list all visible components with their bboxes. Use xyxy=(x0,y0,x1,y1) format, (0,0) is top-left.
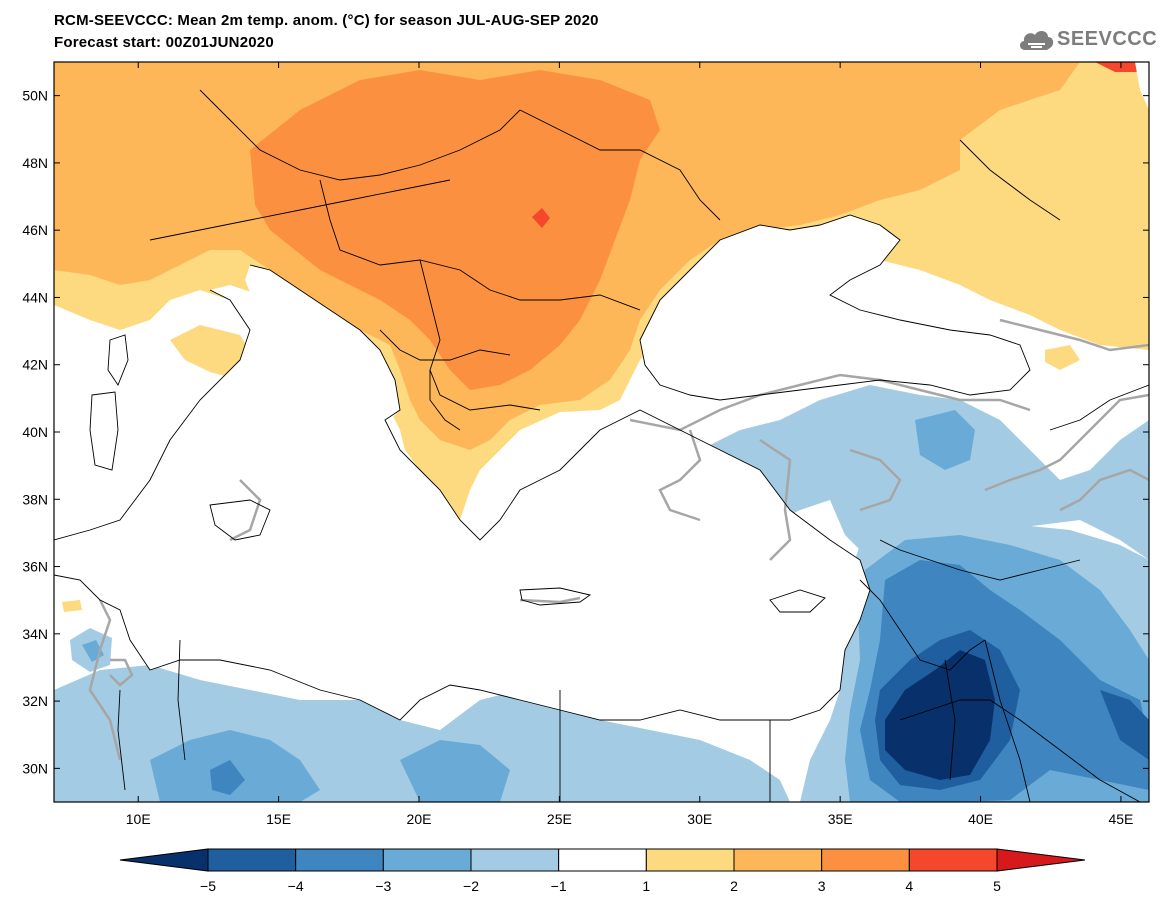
lat-tick-label: 44N xyxy=(22,289,48,305)
lat-tick-label: 48N xyxy=(22,155,48,171)
warm-anomaly-1to2 xyxy=(62,600,82,612)
colorbar-bin xyxy=(733,848,823,872)
colorbar-bin xyxy=(382,848,472,872)
colorbar-label: −2 xyxy=(463,878,479,894)
lat-tick-label: 32N xyxy=(22,693,48,709)
cool-anomaly-3to4 xyxy=(210,760,245,795)
lat-tick-label: 38N xyxy=(22,491,48,507)
colorbar-label: 2 xyxy=(730,878,738,894)
colorbar-bin xyxy=(470,848,560,872)
forecast-start-label: Forecast start: 00Z01JUN2020 xyxy=(54,34,274,51)
colorbar-bin xyxy=(558,848,647,872)
colorbar-low-end xyxy=(119,848,209,872)
colorbar-label: 3 xyxy=(818,878,826,894)
coastlines-and-borders xyxy=(54,89,1149,802)
cool-anomaly-2to3 xyxy=(915,410,975,470)
lat-tick-label: 40N xyxy=(22,424,48,440)
lon-tick-label: 20E xyxy=(407,811,432,827)
longitude-axis: 10E 15E 20E 25E 30E 35E 40E 45E xyxy=(126,62,1133,827)
lon-tick-label: 10E xyxy=(126,811,151,827)
logo-text: SEEVCCC xyxy=(1057,28,1158,50)
warm-anomaly-3to4 xyxy=(250,70,660,390)
warm-anomaly-4to5 xyxy=(532,208,550,228)
lon-tick-label: 40E xyxy=(968,811,993,827)
colorbar-bin xyxy=(821,848,910,872)
colorbar-label: −1 xyxy=(551,878,567,894)
zero-anomaly-contours xyxy=(88,318,1149,761)
lon-tick-label: 35E xyxy=(828,811,853,827)
lon-tick-label: 25E xyxy=(547,811,572,827)
colorbar-bin xyxy=(645,848,735,872)
adriatic-sea xyxy=(245,265,400,420)
colorbar-label: 1 xyxy=(642,878,650,894)
lat-tick-label: 50N xyxy=(22,88,48,104)
lat-tick-label: 46N xyxy=(22,222,48,238)
warm-anomaly-1to2 xyxy=(1045,345,1080,370)
cool-anomaly-2to3 xyxy=(400,740,510,802)
colorbar-bin xyxy=(295,848,384,872)
lon-tick-label: 15E xyxy=(266,811,291,827)
black-sea xyxy=(640,215,1030,400)
colorbar-label: 4 xyxy=(905,878,913,894)
colorbar-label: 5 xyxy=(993,878,1001,894)
seevccc-logo: SEEVCCC xyxy=(1017,24,1157,56)
colorbar-label: −3 xyxy=(375,878,391,894)
colorbar-bin xyxy=(207,848,297,872)
latitude-axis: 30N 32N 34N 36N 38N 40N 42N 44N 46N 48N 50N xyxy=(22,88,1149,776)
cool-anomaly-4to5 xyxy=(1100,690,1149,760)
colorbar-label: −5 xyxy=(200,878,216,894)
lat-tick-label: 42N xyxy=(22,357,48,373)
cool-anomaly-5plus xyxy=(885,650,995,780)
lon-tick-label: 45E xyxy=(1108,811,1133,827)
anomaly-field xyxy=(54,62,1149,802)
cool-anomaly-2to3 xyxy=(150,730,320,802)
cloud-icon xyxy=(1019,31,1054,50)
colorbar-high-end xyxy=(996,848,1086,872)
colorbar: −5 −4 −3 −2 −1 1 2 3 4 5 xyxy=(119,848,1086,894)
mediterranean-sea xyxy=(54,285,870,720)
colorbar-bin xyxy=(908,848,998,872)
caspian-sea xyxy=(1135,62,1149,110)
lon-tick-label: 30E xyxy=(687,811,712,827)
colorbar-label: −4 xyxy=(288,878,304,894)
lat-tick-label: 36N xyxy=(22,559,48,575)
map-title: RCM-SEEVCCC: Mean 2m temp. anom. (°C) fo… xyxy=(54,12,599,29)
cool-anomaly-1to2 xyxy=(690,385,1149,560)
lat-tick-label: 30N xyxy=(22,760,48,776)
lat-tick-label: 34N xyxy=(22,626,48,642)
